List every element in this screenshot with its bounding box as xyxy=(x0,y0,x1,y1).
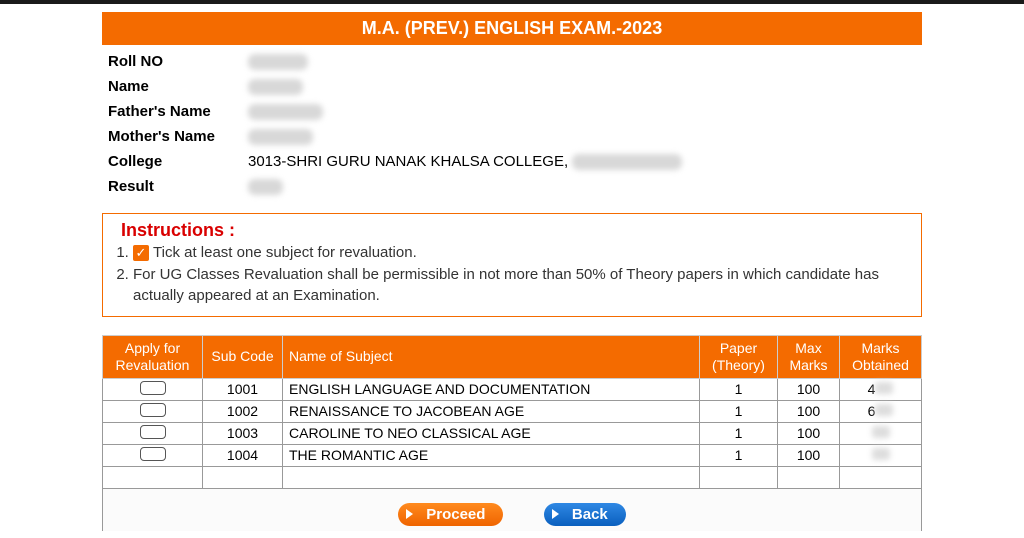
apply-checkbox[interactable] xyxy=(140,447,166,461)
subject-cell: RENAISSANCE TO JACOBEAN AGE xyxy=(283,400,700,422)
label-roll-no: Roll NO xyxy=(102,49,242,74)
subcode-cell: 1001 xyxy=(203,378,283,400)
obtained-cell: 4 xyxy=(840,378,922,400)
max-cell: 100 xyxy=(778,444,840,466)
col-subcode: Sub Code xyxy=(203,335,283,378)
exam-title-band: M.A. (PREV.) ENGLISH EXAM.-2023 xyxy=(102,12,922,45)
proceed-label: Proceed xyxy=(426,506,485,523)
apply-checkbox[interactable] xyxy=(140,381,166,395)
arrow-right-icon xyxy=(406,509,413,519)
paper-cell: 1 xyxy=(700,444,778,466)
apply-checkbox[interactable] xyxy=(140,425,166,439)
subcode-cell: 1002 xyxy=(203,400,283,422)
arrow-right-icon xyxy=(552,509,559,519)
table-row: 1002 RENAISSANCE TO JACOBEAN AGE 1 100 6 xyxy=(103,400,922,422)
label-father: Father's Name xyxy=(102,99,242,124)
table-row: 1004 THE ROMANTIC AGE 1 100 xyxy=(103,444,922,466)
apply-cell[interactable] xyxy=(103,378,203,400)
marks-table: Apply for Revaluation Sub Code Name of S… xyxy=(102,335,922,489)
proceed-button[interactable]: Proceed xyxy=(398,503,503,526)
table-row: 1001 ENGLISH LANGUAGE AND DOCUMENTATION … xyxy=(103,378,922,400)
marks-table-body: 1001 ENGLISH LANGUAGE AND DOCUMENTATION … xyxy=(103,378,922,488)
student-details: Roll NO Name Father's Name Mother's Name… xyxy=(102,49,922,199)
instruction-1-text: Tick at least one subject for revaluatio… xyxy=(153,244,417,261)
value-college: 3013-SHRI GURU NANAK KHALSA COLLEGE, xyxy=(242,149,922,174)
obtained-cell xyxy=(840,422,922,444)
value-roll-no xyxy=(242,49,922,74)
label-name: Name xyxy=(102,74,242,99)
obtained-cell xyxy=(840,444,922,466)
max-cell: 100 xyxy=(778,422,840,444)
value-mother xyxy=(242,124,922,149)
result-card: M.A. (PREV.) ENGLISH EXAM.-2023 Roll NO … xyxy=(102,12,922,531)
obtained-cell: 6 xyxy=(840,400,922,422)
marks-table-header: Apply for Revaluation Sub Code Name of S… xyxy=(103,335,922,378)
instructions-title: Instructions : xyxy=(121,220,909,241)
subcode-cell: 1003 xyxy=(203,422,283,444)
instructions-list: ✓Tick at least one subject for revaluati… xyxy=(131,243,909,306)
apply-cell[interactable] xyxy=(103,422,203,444)
paper-cell: 1 xyxy=(700,400,778,422)
instruction-2: For UG Classes Revaluation shall be perm… xyxy=(133,265,909,306)
value-name xyxy=(242,74,922,99)
paper-cell: 1 xyxy=(700,378,778,400)
col-paper: Paper (Theory) xyxy=(700,335,778,378)
apply-cell[interactable] xyxy=(103,400,203,422)
instructions-box: Instructions : ✓Tick at least one subjec… xyxy=(102,213,922,317)
apply-cell[interactable] xyxy=(103,444,203,466)
instruction-2-text: For UG Classes Revaluation shall be perm… xyxy=(133,266,879,303)
table-row-empty xyxy=(103,466,922,488)
apply-checkbox[interactable] xyxy=(140,403,166,417)
subject-cell: CAROLINE TO NEO CLASSICAL AGE xyxy=(283,422,700,444)
tick-icon: ✓ xyxy=(133,245,149,261)
col-name: Name of Subject xyxy=(283,335,700,378)
col-apply: Apply for Revaluation xyxy=(103,335,203,378)
label-result: Result xyxy=(102,174,242,199)
back-button[interactable]: Back xyxy=(544,503,626,526)
value-father xyxy=(242,99,922,124)
max-cell: 100 xyxy=(778,400,840,422)
label-mother: Mother's Name xyxy=(102,124,242,149)
table-row: 1003 CAROLINE TO NEO CLASSICAL AGE 1 100 xyxy=(103,422,922,444)
paper-cell: 1 xyxy=(700,422,778,444)
subject-cell: ENGLISH LANGUAGE AND DOCUMENTATION xyxy=(283,378,700,400)
instruction-1: ✓Tick at least one subject for revaluati… xyxy=(133,243,909,263)
subject-cell: THE ROMANTIC AGE xyxy=(283,444,700,466)
top-dark-bar xyxy=(0,0,1024,4)
college-text: 3013-SHRI GURU NANAK KHALSA COLLEGE, xyxy=(248,153,572,170)
subcode-cell: 1004 xyxy=(203,444,283,466)
max-cell: 100 xyxy=(778,378,840,400)
back-label: Back xyxy=(572,506,608,523)
exam-title: M.A. (PREV.) ENGLISH EXAM.-2023 xyxy=(362,18,662,38)
button-bar: Proceed Back xyxy=(102,489,922,531)
col-max: Max Marks xyxy=(778,335,840,378)
col-obtained: Marks Obtained xyxy=(840,335,922,378)
value-result xyxy=(242,174,922,199)
label-college: College xyxy=(102,149,242,174)
